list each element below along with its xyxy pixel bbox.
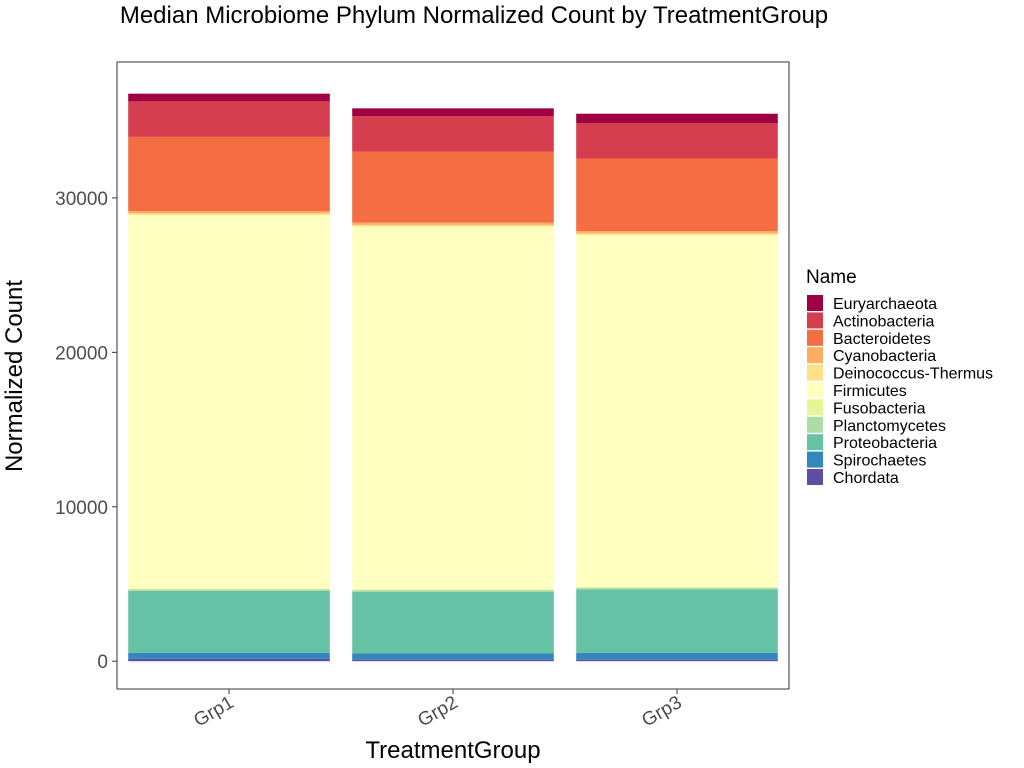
bar-segment-grp2-spirochaetes: [352, 653, 554, 660]
bar-segment-grp2-proteobacteria: [352, 591, 554, 654]
bar-segment-grp3-proteobacteria: [576, 589, 778, 653]
x-axis-title: TreatmentGroup: [365, 737, 540, 764]
legend-title: Name: [806, 267, 857, 288]
bar-segment-grp2-fusobacteria: [352, 589, 554, 591]
bar-segment-grp3-firmicutes: [576, 234, 778, 588]
legend-label: Actinobacteria: [833, 313, 934, 330]
legend-label: Fusobacteria: [833, 400, 926, 417]
bar-segment-grp3-cyanobacteria: [576, 231, 778, 234]
legend-swatch: [807, 416, 823, 433]
legend-swatch: [807, 295, 823, 311]
y-tick-label: 10000: [55, 498, 108, 519]
bar-segment-grp1-euryarchaeota: [128, 93, 330, 102]
x-axis: Grp1 Grp2 Grp3: [190, 689, 686, 731]
bar-segment-grp3-bacteroidetes: [576, 158, 778, 232]
legend-swatch: [807, 312, 823, 329]
bar-segment-grp1-fusobacteria: [128, 588, 330, 590]
legend-swatch: [807, 451, 823, 468]
legend-label: Euryarchaeota: [833, 296, 937, 313]
bar-segment-grp1-actinobacteria: [128, 101, 330, 137]
legend-swatch: [807, 329, 823, 346]
bar-segment-grp2-cyanobacteria: [352, 222, 554, 225]
legend-swatch: [807, 364, 823, 381]
x-tick-label: Grp2: [414, 692, 461, 731]
legend-label: Bacteroidetes: [833, 331, 931, 348]
legend-label: Proteobacteria: [833, 435, 937, 452]
bar-segment-grp1-cyanobacteria: [128, 211, 330, 214]
bar-segment-grp3-actinobacteria: [576, 123, 778, 159]
y-axis-title: Normalized Count: [1, 280, 28, 472]
y-tick-label: 20000: [55, 343, 108, 364]
bar-segment-grp1-deinococcus-thermus: [128, 213, 330, 215]
legend-label: Spirochaetes: [833, 453, 926, 470]
legend: Name EuryarchaeotaActinobacteriaBacteroi…: [806, 267, 993, 487]
bar-segment-grp3-planctomycetes: [576, 587, 778, 590]
bar-segment-grp3-fusobacteria: [576, 587, 778, 588]
legend-label: Cyanobacteria: [833, 348, 936, 365]
legend-swatch: [807, 469, 823, 485]
legend-swatch: [807, 434, 823, 451]
legend-swatch: [807, 399, 823, 416]
y-tick-label: 0: [97, 652, 108, 673]
bar-segment-grp1-proteobacteria: [128, 590, 330, 653]
legend-swatch: [807, 347, 823, 364]
legend-label: Deinococcus-Thermus: [833, 366, 993, 383]
bar-segment-grp1-spirochaetes: [128, 652, 330, 659]
legend-label: Firmicutes: [833, 383, 907, 400]
bar-segment-grp1-firmicutes: [128, 214, 330, 589]
x-tick-label: Grp1: [190, 692, 237, 731]
bar-segment-grp2-chordata: [352, 659, 554, 662]
bar-segment-grp2-actinobacteria: [352, 116, 554, 152]
legend-swatch: [807, 382, 823, 398]
bar-segment-grp2-deinococcus-thermus: [352, 224, 554, 227]
bar-segment-grp3-chordata: [576, 659, 778, 662]
legend-label: Planctomycetes: [833, 418, 946, 435]
bar-segment-grp1-chordata: [128, 658, 330, 662]
bar-segment-grp3-deinococcus-thermus: [576, 233, 778, 235]
bars-layer: [128, 93, 778, 662]
y-tick-label: 30000: [55, 189, 108, 210]
x-tick-label: Grp3: [638, 692, 685, 731]
bar-segment-grp3-euryarchaeota: [576, 113, 778, 124]
bar-segment-grp1-planctomycetes: [128, 589, 330, 591]
chart-title: Median Microbiome Phylum Normalized Coun…: [120, 2, 828, 29]
bar-segment-grp3-spirochaetes: [576, 652, 778, 660]
y-axis: 0 10000 20000 30000: [55, 189, 117, 673]
bar-segment-grp2-firmicutes: [352, 226, 554, 590]
legend-label: Chordata: [833, 470, 899, 487]
bar-segment-grp2-euryarchaeota: [352, 108, 554, 117]
bar-segment-grp2-planctomycetes: [352, 590, 554, 592]
bar-segment-grp1-bacteroidetes: [128, 136, 330, 212]
bar-segment-grp2-bacteroidetes: [352, 151, 554, 223]
